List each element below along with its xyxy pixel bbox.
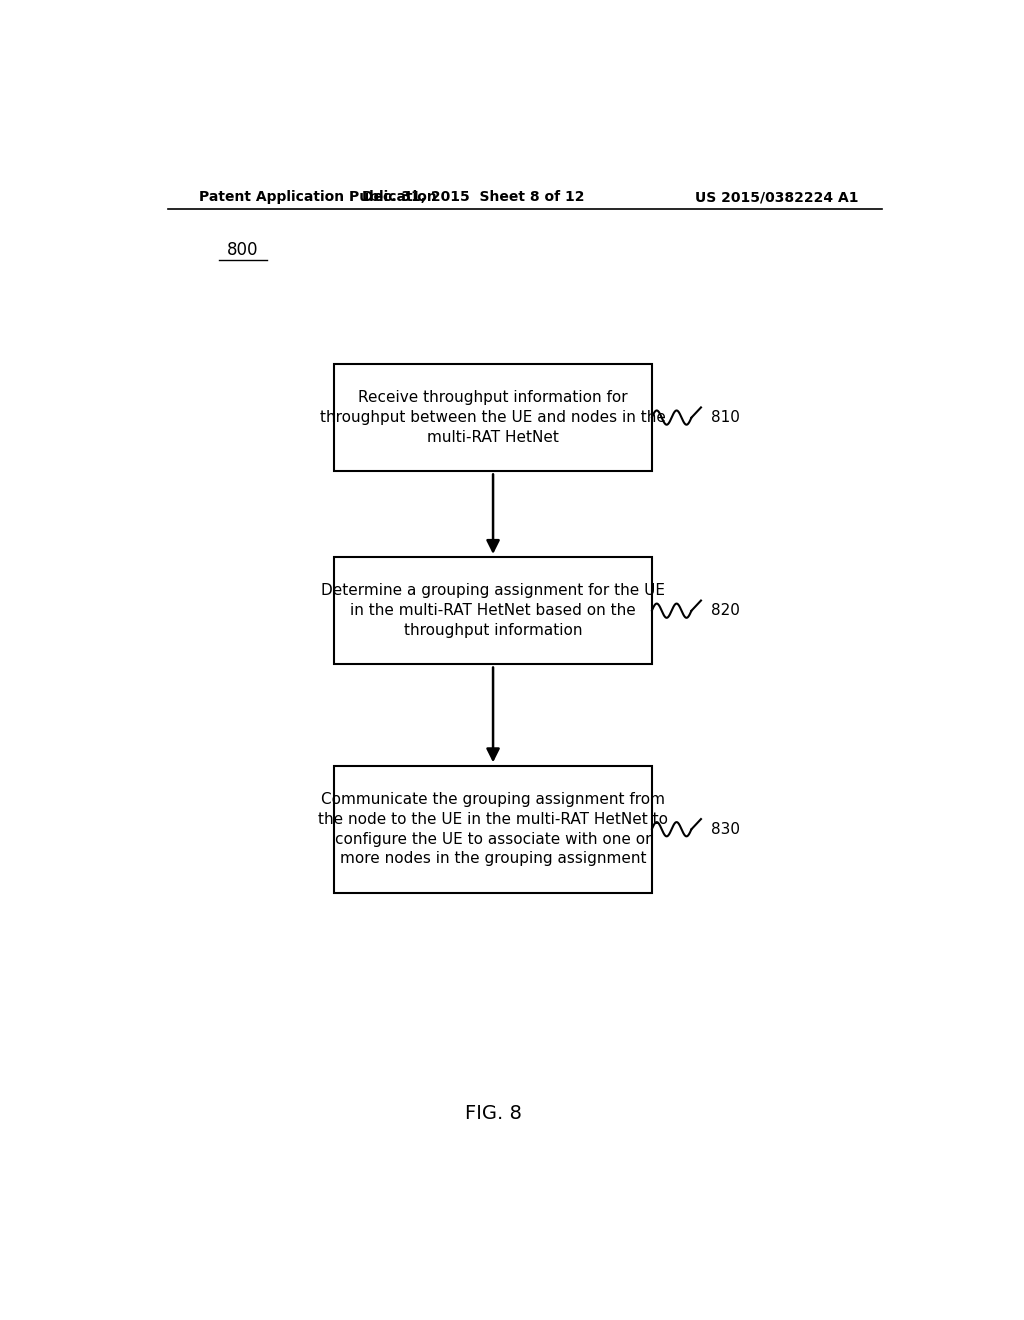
FancyBboxPatch shape [334, 364, 652, 471]
Text: 800: 800 [227, 240, 259, 259]
Text: FIG. 8: FIG. 8 [465, 1105, 521, 1123]
Text: US 2015/0382224 A1: US 2015/0382224 A1 [694, 190, 858, 205]
Text: 820: 820 [712, 603, 740, 618]
FancyBboxPatch shape [334, 557, 652, 664]
Text: Determine a grouping assignment for the UE
in the multi-RAT HetNet based on the
: Determine a grouping assignment for the … [322, 583, 665, 638]
Text: Receive throughput information for
throughput between the UE and nodes in the
mu: Receive throughput information for throu… [321, 391, 666, 445]
Text: Patent Application Publication: Patent Application Publication [200, 190, 437, 205]
Text: 830: 830 [712, 822, 740, 837]
FancyBboxPatch shape [334, 766, 652, 892]
Text: Dec. 31, 2015  Sheet 8 of 12: Dec. 31, 2015 Sheet 8 of 12 [361, 190, 585, 205]
Text: 810: 810 [712, 411, 740, 425]
Text: Communicate the grouping assignment from
the node to the UE in the multi-RAT Het: Communicate the grouping assignment from… [318, 792, 668, 866]
